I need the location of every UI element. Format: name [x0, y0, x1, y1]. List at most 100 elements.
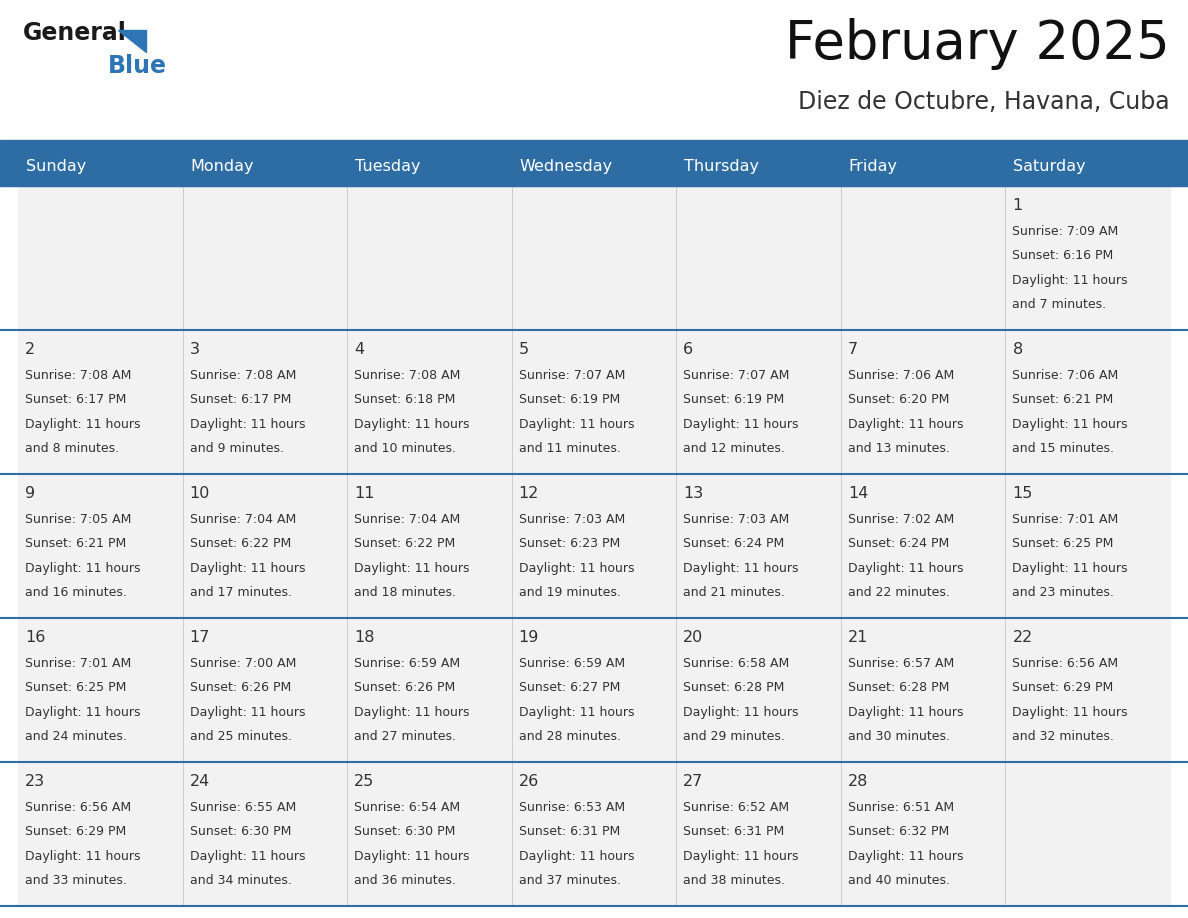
Text: Sunrise: 6:56 AM: Sunrise: 6:56 AM — [1012, 656, 1119, 670]
Text: Sunrise: 6:54 AM: Sunrise: 6:54 AM — [354, 800, 460, 813]
Text: and 25 minutes.: and 25 minutes. — [190, 731, 291, 744]
Text: Sunrise: 7:07 AM: Sunrise: 7:07 AM — [519, 369, 625, 382]
Text: Sunset: 6:17 PM: Sunset: 6:17 PM — [25, 393, 126, 407]
Text: Daylight: 11 hours: Daylight: 11 hours — [683, 418, 798, 431]
Text: Friday: Friday — [849, 160, 898, 174]
Text: Daylight: 11 hours: Daylight: 11 hours — [354, 706, 469, 719]
Text: 13: 13 — [683, 486, 703, 501]
Text: Sunset: 6:24 PM: Sunset: 6:24 PM — [683, 537, 784, 550]
Text: Daylight: 11 hours: Daylight: 11 hours — [848, 850, 963, 863]
Text: Daylight: 11 hours: Daylight: 11 hours — [1012, 418, 1127, 431]
Text: Sunset: 6:29 PM: Sunset: 6:29 PM — [25, 825, 126, 838]
Text: Daylight: 11 hours: Daylight: 11 hours — [683, 850, 798, 863]
Text: and 7 minutes.: and 7 minutes. — [1012, 298, 1106, 311]
Text: and 13 minutes.: and 13 minutes. — [848, 442, 949, 455]
Text: 2: 2 — [25, 342, 36, 357]
Text: 17: 17 — [190, 630, 210, 645]
Text: and 32 minutes.: and 32 minutes. — [1012, 731, 1114, 744]
Text: Sunset: 6:26 PM: Sunset: 6:26 PM — [354, 681, 455, 694]
Text: Sunrise: 7:09 AM: Sunrise: 7:09 AM — [1012, 225, 1119, 238]
Text: Daylight: 11 hours: Daylight: 11 hours — [190, 850, 305, 863]
Text: 5: 5 — [519, 342, 529, 357]
Text: and 27 minutes.: and 27 minutes. — [354, 731, 456, 744]
Text: Daylight: 11 hours: Daylight: 11 hours — [848, 562, 963, 575]
Bar — [0, 140, 1188, 148]
Text: Daylight: 11 hours: Daylight: 11 hours — [683, 562, 798, 575]
Text: 23: 23 — [25, 774, 45, 789]
Bar — [18, 762, 1170, 906]
Text: 8: 8 — [1012, 342, 1023, 357]
Text: Daylight: 11 hours: Daylight: 11 hours — [354, 562, 469, 575]
Text: and 16 minutes.: and 16 minutes. — [25, 587, 127, 599]
Text: Sunset: 6:21 PM: Sunset: 6:21 PM — [1012, 393, 1113, 407]
Text: and 28 minutes.: and 28 minutes. — [519, 731, 620, 744]
Text: Daylight: 11 hours: Daylight: 11 hours — [848, 418, 963, 431]
Text: Sunrise: 6:52 AM: Sunrise: 6:52 AM — [683, 800, 789, 813]
Text: February 2025: February 2025 — [785, 18, 1170, 70]
Polygon shape — [118, 30, 146, 52]
Text: and 19 minutes.: and 19 minutes. — [519, 587, 620, 599]
Text: Sunset: 6:30 PM: Sunset: 6:30 PM — [190, 825, 291, 838]
Bar — [18, 330, 1170, 474]
Text: Sunset: 6:25 PM: Sunset: 6:25 PM — [25, 681, 126, 694]
Text: Sunset: 6:26 PM: Sunset: 6:26 PM — [190, 681, 291, 694]
Text: Sunrise: 7:06 AM: Sunrise: 7:06 AM — [848, 369, 954, 382]
Text: and 11 minutes.: and 11 minutes. — [519, 442, 620, 455]
Text: Sunset: 6:21 PM: Sunset: 6:21 PM — [25, 537, 126, 550]
Text: Sunrise: 6:57 AM: Sunrise: 6:57 AM — [848, 656, 954, 670]
Text: Sunset: 6:19 PM: Sunset: 6:19 PM — [519, 393, 620, 407]
Text: and 24 minutes.: and 24 minutes. — [25, 731, 127, 744]
Text: Daylight: 11 hours: Daylight: 11 hours — [190, 706, 305, 719]
Text: and 21 minutes.: and 21 minutes. — [683, 587, 785, 599]
Text: and 30 minutes.: and 30 minutes. — [848, 731, 950, 744]
Text: and 23 minutes.: and 23 minutes. — [1012, 587, 1114, 599]
Text: and 38 minutes.: and 38 minutes. — [683, 875, 785, 888]
Text: and 34 minutes.: and 34 minutes. — [190, 875, 291, 888]
Text: 28: 28 — [848, 774, 868, 789]
Text: 9: 9 — [25, 486, 36, 501]
Text: and 29 minutes.: and 29 minutes. — [683, 731, 785, 744]
Text: Sunrise: 7:07 AM: Sunrise: 7:07 AM — [683, 369, 790, 382]
Text: 12: 12 — [519, 486, 539, 501]
Text: Sunrise: 7:04 AM: Sunrise: 7:04 AM — [354, 513, 461, 526]
Text: Sunset: 6:16 PM: Sunset: 6:16 PM — [1012, 250, 1113, 263]
Text: Sunrise: 7:08 AM: Sunrise: 7:08 AM — [190, 369, 296, 382]
Text: and 18 minutes.: and 18 minutes. — [354, 587, 456, 599]
Text: Sunrise: 7:06 AM: Sunrise: 7:06 AM — [1012, 369, 1119, 382]
Text: 15: 15 — [1012, 486, 1032, 501]
Text: Daylight: 11 hours: Daylight: 11 hours — [848, 706, 963, 719]
Text: Sunrise: 6:59 AM: Sunrise: 6:59 AM — [519, 656, 625, 670]
Text: 16: 16 — [25, 630, 45, 645]
Text: Daylight: 11 hours: Daylight: 11 hours — [1012, 562, 1127, 575]
Text: Sunset: 6:19 PM: Sunset: 6:19 PM — [683, 393, 784, 407]
Text: Daylight: 11 hours: Daylight: 11 hours — [354, 850, 469, 863]
Text: and 36 minutes.: and 36 minutes. — [354, 875, 456, 888]
Text: 22: 22 — [1012, 630, 1032, 645]
Text: Sunrise: 7:05 AM: Sunrise: 7:05 AM — [25, 513, 132, 526]
Text: Sunrise: 7:04 AM: Sunrise: 7:04 AM — [190, 513, 296, 526]
Text: Thursday: Thursday — [684, 160, 759, 174]
Text: Sunrise: 6:53 AM: Sunrise: 6:53 AM — [519, 800, 625, 813]
Text: 7: 7 — [848, 342, 858, 357]
Text: Sunrise: 7:03 AM: Sunrise: 7:03 AM — [519, 513, 625, 526]
Text: 26: 26 — [519, 774, 539, 789]
Text: Sunrise: 7:01 AM: Sunrise: 7:01 AM — [1012, 513, 1119, 526]
Text: Sunrise: 7:02 AM: Sunrise: 7:02 AM — [848, 513, 954, 526]
Text: Sunrise: 7:08 AM: Sunrise: 7:08 AM — [25, 369, 132, 382]
Text: and 33 minutes.: and 33 minutes. — [25, 875, 127, 888]
Text: 25: 25 — [354, 774, 374, 789]
Text: Wednesday: Wednesday — [519, 160, 613, 174]
Text: 24: 24 — [190, 774, 210, 789]
Text: Sunset: 6:18 PM: Sunset: 6:18 PM — [354, 393, 455, 407]
Text: Daylight: 11 hours: Daylight: 11 hours — [519, 850, 634, 863]
Bar — [0, 148, 1188, 186]
Text: Sunset: 6:25 PM: Sunset: 6:25 PM — [1012, 537, 1114, 550]
Text: Sunset: 6:30 PM: Sunset: 6:30 PM — [354, 825, 455, 838]
Text: and 40 minutes.: and 40 minutes. — [848, 875, 950, 888]
Text: Sunrise: 6:56 AM: Sunrise: 6:56 AM — [25, 800, 131, 813]
Text: Sunrise: 6:59 AM: Sunrise: 6:59 AM — [354, 656, 460, 670]
Text: Diez de Octubre, Havana, Cuba: Diez de Octubre, Havana, Cuba — [798, 90, 1170, 114]
Text: Daylight: 11 hours: Daylight: 11 hours — [1012, 274, 1127, 287]
Text: 19: 19 — [519, 630, 539, 645]
Text: Sunrise: 7:03 AM: Sunrise: 7:03 AM — [683, 513, 790, 526]
